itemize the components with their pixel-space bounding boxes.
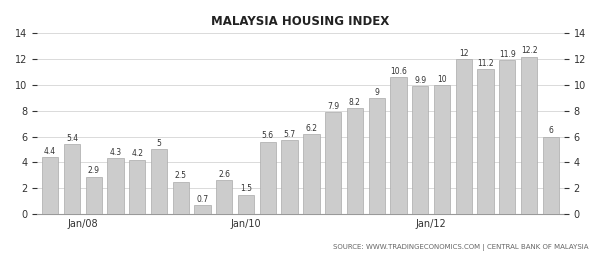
Text: 4.3: 4.3 <box>109 148 121 157</box>
Bar <box>194 205 211 214</box>
Text: 4.2: 4.2 <box>131 150 143 158</box>
Text: SOURCE: WWW.TRADINGECONOMICS.COM | CENTRAL BANK OF MALAYSIA: SOURCE: WWW.TRADINGECONOMICS.COM | CENTR… <box>334 244 589 251</box>
Text: 5: 5 <box>157 139 162 148</box>
Bar <box>325 112 341 214</box>
Bar <box>304 134 320 214</box>
Bar <box>543 137 559 214</box>
Bar <box>172 182 189 214</box>
Text: 9: 9 <box>374 88 379 97</box>
Text: 6.2: 6.2 <box>305 124 317 133</box>
Bar <box>412 86 429 214</box>
Text: 1.5: 1.5 <box>240 184 252 193</box>
Bar <box>216 180 233 214</box>
Bar <box>238 195 254 214</box>
Text: 12: 12 <box>459 49 469 58</box>
Bar <box>260 142 276 214</box>
Bar <box>434 85 450 214</box>
Bar <box>85 177 102 214</box>
Text: 2.5: 2.5 <box>175 171 187 180</box>
Bar <box>281 140 297 214</box>
Bar <box>390 77 407 214</box>
Bar <box>151 149 167 214</box>
Text: 12.2: 12.2 <box>520 46 537 55</box>
Text: 5.4: 5.4 <box>66 134 78 143</box>
Title: MALAYSIA HOUSING INDEX: MALAYSIA HOUSING INDEX <box>212 15 389 28</box>
Text: 9.9: 9.9 <box>414 76 426 85</box>
Text: 2.9: 2.9 <box>88 166 100 175</box>
Bar <box>129 160 145 214</box>
Bar <box>499 60 516 214</box>
Bar <box>477 69 493 214</box>
Bar <box>42 157 58 214</box>
Text: 4.4: 4.4 <box>44 147 56 156</box>
Text: 8.2: 8.2 <box>349 98 361 107</box>
Text: 5.6: 5.6 <box>262 131 274 140</box>
Bar <box>456 59 472 214</box>
Text: 11.9: 11.9 <box>499 50 516 59</box>
Bar <box>64 144 80 214</box>
Bar <box>521 57 537 214</box>
Text: 10: 10 <box>437 75 447 84</box>
Bar <box>368 98 385 214</box>
Text: 6: 6 <box>548 126 554 135</box>
Bar <box>347 108 363 214</box>
Text: 10.6: 10.6 <box>390 67 407 76</box>
Text: 2.6: 2.6 <box>218 170 230 179</box>
Text: 5.7: 5.7 <box>284 130 296 139</box>
Text: 11.2: 11.2 <box>477 59 494 68</box>
Text: 7.9: 7.9 <box>327 102 339 111</box>
Text: 0.7: 0.7 <box>197 195 209 204</box>
Bar <box>108 158 124 214</box>
